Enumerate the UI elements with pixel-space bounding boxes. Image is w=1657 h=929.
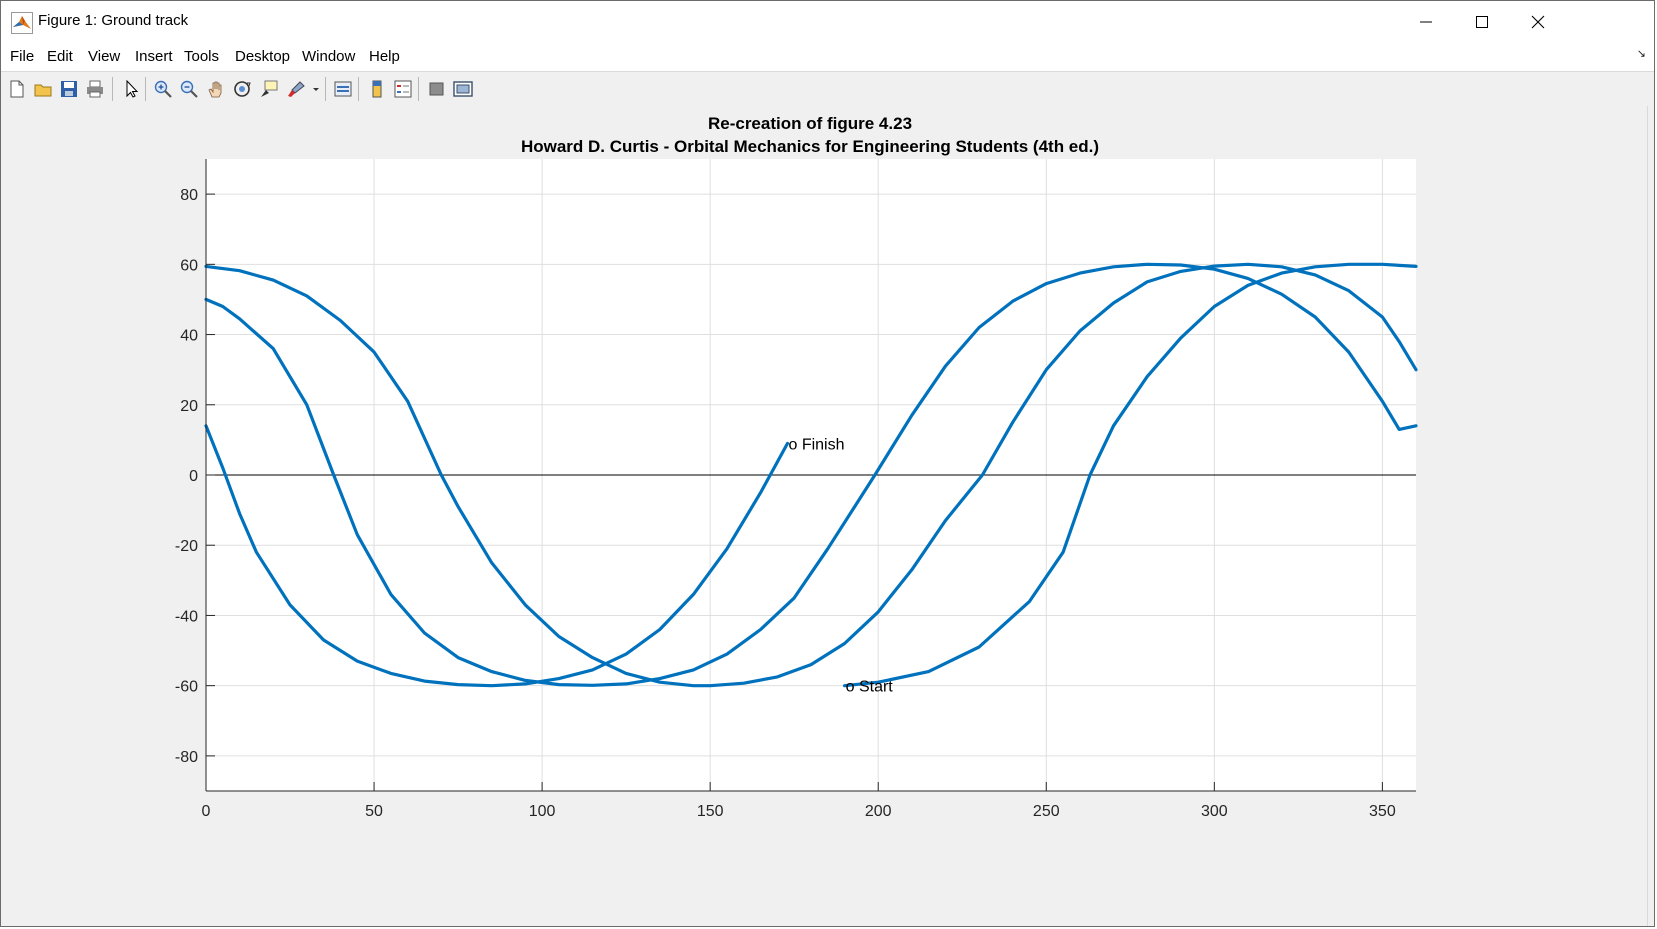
y-tick-label: 20 — [180, 398, 198, 415]
maximize-button[interactable] — [1453, 1, 1511, 43]
save-button[interactable] — [58, 78, 80, 100]
dock-arrow-icon[interactable]: ↘ — [1636, 48, 1646, 60]
legend-icon — [394, 80, 412, 98]
toolbar-separator — [145, 77, 146, 101]
menu-bar: File Edit View Insert Tools Desktop Wind… — [1, 43, 1654, 71]
open-file-icon — [34, 84, 52, 97]
title-bar[interactable]: Figure 1: Ground track — [1, 1, 1654, 43]
legend-button[interactable] — [392, 78, 414, 100]
rotate-3d-icon — [234, 81, 251, 97]
data-cursor-button[interactable] — [258, 78, 280, 100]
x-tick-label: 350 — [1369, 803, 1396, 820]
y-tick-label: 80 — [180, 187, 198, 204]
y-tick-label: 0 — [189, 468, 198, 485]
x-tick-label: 50 — [365, 803, 383, 820]
data-cursor-icon — [261, 80, 278, 97]
menu-file[interactable]: File — [10, 48, 35, 65]
x-tick-label: 0 — [202, 803, 211, 820]
zoom-in-button[interactable] — [152, 78, 174, 100]
print-button[interactable] — [84, 78, 106, 100]
right-edge-strip — [1647, 106, 1654, 926]
menu-help[interactable]: Help — [369, 48, 400, 65]
menu-window[interactable]: Window — [302, 48, 356, 65]
toolbar-separator — [358, 77, 359, 101]
print-icon — [87, 80, 103, 98]
y-tick-label: -20 — [175, 538, 198, 555]
window-title: Figure 1: Ground track — [38, 12, 189, 29]
colorbar-icon — [372, 80, 382, 98]
toolbar-separator — [325, 77, 326, 101]
colorbar-button[interactable] — [366, 78, 388, 100]
x-tick-label: 200 — [865, 803, 892, 820]
ground-track-segment — [843, 262, 1418, 688]
ground-track-segment — [204, 262, 1418, 687]
new-figure-button[interactable] — [6, 78, 28, 100]
hide-plot-tools-icon — [429, 82, 444, 96]
new-figure-icon — [10, 80, 24, 98]
axes-frame — [205, 159, 1416, 792]
pan-button[interactable] — [205, 78, 227, 100]
x-tick-label: 150 — [697, 803, 724, 820]
menu-tools[interactable]: Tools — [184, 48, 220, 65]
minimize-button[interactable] — [1397, 1, 1455, 43]
zoom-out-button[interactable] — [178, 78, 200, 100]
pan-icon — [208, 81, 222, 98]
minimize-icon — [1420, 21, 1432, 23]
zoom-out-icon — [180, 80, 198, 98]
link-plot-icon — [334, 81, 352, 97]
brush-button[interactable] — [285, 78, 321, 100]
figure-toolbar — [1, 71, 1654, 107]
zoom-in-icon — [154, 80, 172, 98]
close-icon — [1531, 15, 1545, 29]
y-tick-label: -40 — [175, 608, 198, 625]
hide-plot-tools-button[interactable] — [426, 78, 448, 100]
menu-insert[interactable]: Insert — [135, 48, 173, 65]
open-file-button[interactable] — [32, 78, 54, 100]
y-tick-label: -80 — [175, 749, 198, 766]
save-icon — [61, 81, 77, 97]
figure-canvas-area: Re-creation of figure 4.23 Howard D. Cur… — [1, 106, 1655, 927]
annotations: o Finish o Start — [788, 436, 893, 695]
x-tick-label: 100 — [529, 803, 556, 820]
y-tick-label: -60 — [175, 679, 198, 696]
chart-subtitle: Howard D. Curtis - Orbital Mechanics for… — [521, 137, 1099, 156]
menu-edit[interactable]: Edit — [47, 48, 73, 65]
y-tick-label: 60 — [180, 257, 198, 274]
maximize-icon — [1476, 16, 1488, 28]
x-tick-label: 300 — [1201, 803, 1228, 820]
menu-view[interactable]: View — [88, 48, 121, 65]
chart-title: Re-creation of figure 4.23 — [708, 114, 912, 133]
pointer-icon — [126, 79, 139, 98]
ground-track-segment — [204, 262, 1418, 688]
ground-track-segment — [204, 424, 790, 688]
close-button[interactable] — [1509, 1, 1567, 43]
annotation-label: o Finish — [788, 436, 844, 453]
brush-icon — [288, 81, 319, 97]
annotation-label: o Start — [846, 679, 894, 696]
show-plot-tools-button[interactable] — [452, 78, 474, 100]
link-plot-button[interactable] — [332, 78, 354, 100]
toolbar-separator — [418, 77, 419, 101]
rotate-3d-button[interactable] — [231, 78, 253, 100]
toolbar-separator — [112, 77, 113, 101]
tick-labels: 0 50 100 150 200 250 300 350 -80 -60 -40 -20 0 20 40 60… — [175, 187, 1396, 820]
ground-track-series — [204, 262, 1418, 688]
show-plot-tools-icon — [453, 81, 473, 97]
matlab-app-icon — [11, 12, 33, 34]
pointer-button[interactable] — [120, 78, 142, 100]
menu-desktop[interactable]: Desktop — [235, 48, 291, 65]
x-tick-label: 250 — [1033, 803, 1060, 820]
y-tick-label: 40 — [180, 328, 198, 345]
ground-track-plot[interactable]: Re-creation of figure 4.23 Howard D. Cur… — [1, 106, 1655, 927]
